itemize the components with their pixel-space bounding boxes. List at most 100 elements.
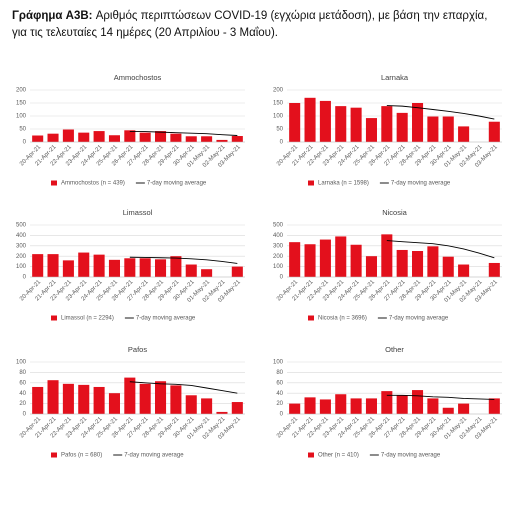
y-tick-label: 300 <box>16 243 27 249</box>
y-tick-label: 200 <box>273 254 284 260</box>
chart-panel: Larnaka05010015020020-Apr-2121-Apr-2122-… <box>273 73 502 187</box>
y-tick-label: 40 <box>276 391 283 397</box>
legend-swatch <box>51 315 57 321</box>
bar <box>289 103 301 142</box>
legend-label: Pafos (n = 680) <box>61 453 102 459</box>
bar <box>124 130 136 142</box>
legend-swatch <box>51 180 57 186</box>
chart-title: Nicosia <box>382 208 407 217</box>
bar <box>412 251 424 277</box>
bar <box>108 259 120 277</box>
bar <box>488 262 500 277</box>
bar <box>427 398 439 414</box>
bar <box>139 383 151 414</box>
chart-title: Larnaka <box>381 73 409 82</box>
moving-average-line <box>386 240 495 259</box>
bar <box>108 135 120 142</box>
bar <box>350 107 362 142</box>
bar <box>78 384 90 414</box>
y-tick-label: 150 <box>16 101 27 107</box>
bar <box>201 136 213 142</box>
bar <box>458 126 470 142</box>
header-label: Γράφημα A3B: <box>12 10 93 22</box>
bar <box>155 259 167 277</box>
y-tick-label: 400 <box>16 233 27 239</box>
bar <box>231 136 243 142</box>
bar <box>139 132 151 142</box>
bar <box>488 121 500 142</box>
bar <box>78 252 90 277</box>
legend-label: 7-day moving average <box>391 181 451 187</box>
y-tick-label: 20 <box>19 401 26 407</box>
y-tick-label: 50 <box>19 127 26 133</box>
bar <box>289 242 301 277</box>
chart-title: Ammochostos <box>114 73 162 82</box>
legend-swatch <box>51 452 57 458</box>
y-tick-label: 0 <box>280 140 284 146</box>
chart-title: Limassol <box>123 208 153 217</box>
legend-label: 7-day moving average <box>136 316 196 322</box>
y-tick-label: 100 <box>16 360 27 366</box>
bar <box>139 258 151 277</box>
y-tick-label: 200 <box>16 88 27 94</box>
bar <box>319 399 331 414</box>
y-tick-label: 0 <box>23 275 27 281</box>
y-tick-label: 100 <box>273 114 284 120</box>
bar <box>78 132 90 142</box>
legend-label: Larnaka (n = 1598) <box>318 181 369 187</box>
bar <box>32 254 44 277</box>
bar <box>62 383 74 414</box>
legend-swatch <box>308 452 314 458</box>
bar <box>231 266 243 277</box>
bar <box>396 249 408 277</box>
bar <box>365 256 377 277</box>
bar <box>365 118 377 142</box>
y-tick-label: 100 <box>273 360 284 366</box>
legend-label: 7-day moving average <box>389 316 449 322</box>
legend-label: Other (n = 410) <box>318 453 359 459</box>
chart-panel: Ammochostos05010015020020-Apr-2121-Apr-2… <box>16 73 245 187</box>
bar <box>201 269 213 277</box>
bar <box>93 254 105 277</box>
bar <box>412 103 424 142</box>
y-tick-label: 400 <box>273 233 284 239</box>
y-tick-label: 150 <box>273 101 284 107</box>
y-tick-label: 50 <box>276 127 283 133</box>
moving-average-line <box>129 381 238 394</box>
bar <box>155 381 167 414</box>
y-tick-label: 0 <box>280 275 284 281</box>
bar <box>185 136 197 142</box>
bar <box>185 264 197 277</box>
chart-panel: Other02040608010020-Apr-2121-Apr-2122-Ap… <box>273 345 502 459</box>
y-tick-label: 200 <box>16 254 27 260</box>
bar <box>350 244 362 277</box>
y-tick-label: 60 <box>276 380 283 386</box>
bar <box>319 100 331 142</box>
bar <box>442 407 454 414</box>
chart-title: Other <box>385 345 404 354</box>
y-tick-label: 100 <box>16 114 27 120</box>
bar <box>62 260 74 277</box>
bar <box>47 254 59 277</box>
bar <box>304 397 316 414</box>
bar <box>124 377 136 414</box>
moving-average-line <box>386 105 495 120</box>
bar <box>427 246 439 277</box>
legend-swatch <box>308 180 314 186</box>
chart-panel: Limassol010020030040050020-Apr-2121-Apr-… <box>16 208 245 322</box>
chart-panel: Nicosia010020030040050020-Apr-2121-Apr-2… <box>273 208 502 322</box>
bar <box>304 244 316 277</box>
bar <box>365 398 377 414</box>
bar <box>155 131 167 142</box>
bar <box>396 395 408 414</box>
bar <box>442 116 454 142</box>
legend-label: 7-day moving average <box>147 181 207 187</box>
y-tick-label: 20 <box>276 401 283 407</box>
bar <box>442 256 454 277</box>
bar <box>170 385 182 414</box>
bar <box>350 398 362 414</box>
legend-label: Nicosia (n = 3696) <box>318 316 367 322</box>
bar <box>93 131 105 142</box>
